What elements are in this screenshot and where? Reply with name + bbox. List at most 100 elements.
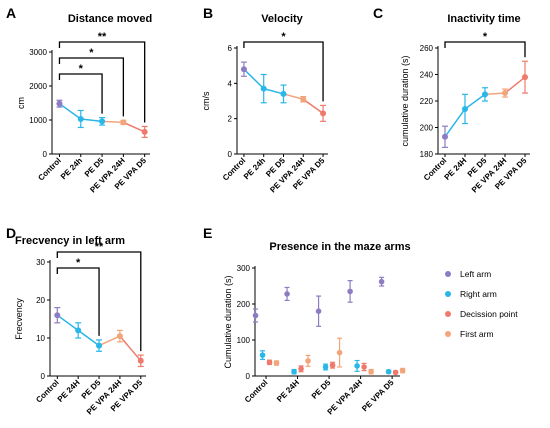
data-point xyxy=(522,74,528,81)
y-tick-label: 180 xyxy=(420,150,434,159)
legend-label: First arm xyxy=(460,329,494,339)
bracket-line xyxy=(56,267,100,336)
data-point xyxy=(361,364,367,370)
y-tick-label: 10 xyxy=(36,334,45,343)
y-tick-label: 0 xyxy=(246,372,251,381)
chart-title: Frecvency in left arm xyxy=(15,235,125,247)
significance-bracket: * xyxy=(56,257,100,336)
data-point xyxy=(399,367,406,374)
y-tick-label: 240 xyxy=(420,71,434,80)
y-tick-label: 300 xyxy=(237,264,251,273)
series-line-segment xyxy=(263,87,284,95)
chart-title: Distance moved xyxy=(68,13,152,25)
data-point xyxy=(259,352,266,358)
significance-bracket: * xyxy=(243,31,324,102)
data-point xyxy=(322,364,329,370)
y-tick-label: 0 xyxy=(41,372,46,381)
data-point xyxy=(284,291,290,297)
x-tick-label: PE 24h xyxy=(242,156,267,181)
significance-bracket: * xyxy=(58,47,125,117)
series-line-segment xyxy=(123,121,145,133)
series-line-segment xyxy=(464,93,486,110)
legend-label: Left arm xyxy=(460,269,491,279)
legend-label: Decission point xyxy=(460,309,518,319)
x-tick-label: Control xyxy=(36,156,62,182)
y-tick-label: 100 xyxy=(237,336,251,345)
y-tick-label: 30 xyxy=(36,258,45,267)
y-tick-label: 6 xyxy=(228,44,233,53)
bracket-line xyxy=(243,41,324,102)
y-tick-label: 2000 xyxy=(29,82,47,91)
data-point xyxy=(96,342,103,349)
series-line-segment xyxy=(80,118,103,123)
data-point xyxy=(99,118,106,125)
data-point xyxy=(260,85,267,92)
significance-label: * xyxy=(89,47,94,59)
data-point xyxy=(280,90,287,97)
significance-bracket: * xyxy=(444,31,526,58)
bracket-line xyxy=(58,41,146,123)
data-point xyxy=(482,91,488,98)
legend-marker xyxy=(445,311,451,317)
x-tick-label: Control xyxy=(34,378,60,404)
y-tick-label: 200 xyxy=(237,300,251,309)
data-point xyxy=(300,96,307,103)
y-tick-label: 260 xyxy=(420,44,434,53)
panel-label-b: B xyxy=(203,5,213,21)
data-point xyxy=(354,363,360,369)
series-line-segment xyxy=(56,314,79,332)
data-point xyxy=(266,359,273,366)
data-point xyxy=(54,312,61,319)
series-line-segment xyxy=(283,93,304,100)
legend-marker xyxy=(445,291,451,297)
data-point xyxy=(336,349,343,356)
y-tick-label: 200 xyxy=(420,124,434,133)
data-point xyxy=(291,368,297,375)
data-point xyxy=(329,362,336,369)
data-point xyxy=(298,366,304,372)
x-tick-label: PE 24h xyxy=(59,156,84,181)
data-point xyxy=(56,100,63,107)
y-tick-label: 3000 xyxy=(29,48,47,57)
data-point xyxy=(368,368,374,375)
bracket-line xyxy=(444,41,526,58)
x-tick-label: PE VPA D5 xyxy=(360,378,396,414)
significance-label: * xyxy=(281,31,286,43)
series-line-segment xyxy=(119,335,142,362)
data-point xyxy=(385,368,392,375)
data-point xyxy=(392,369,399,376)
series-line-segment xyxy=(484,92,506,96)
significance-label: ** xyxy=(95,241,104,253)
chart-d: Frecvency in left arm 0 10 20 30 Frecvency Con… xyxy=(14,235,146,416)
y-tick-label: 0 xyxy=(228,150,233,159)
y-axis-label: Cumulative duration (s) xyxy=(223,275,233,368)
significance-bracket: ** xyxy=(56,241,142,352)
bracket-line xyxy=(58,73,103,114)
series-line-segment xyxy=(504,76,526,94)
significance-label: * xyxy=(76,257,81,269)
significance-label: * xyxy=(79,63,84,75)
significance-label: * xyxy=(483,31,488,43)
series-line-segment xyxy=(302,98,324,114)
y-axis-label: Frecvency xyxy=(14,298,24,340)
data-point xyxy=(116,333,123,340)
legend-marker xyxy=(445,331,451,337)
series-line-segment xyxy=(98,335,121,347)
chart-c: Inactivity time 180 200 220 240 260 cumulative… xyxy=(400,13,530,194)
data-point xyxy=(273,360,280,366)
data-point xyxy=(120,119,127,126)
series-line-segment xyxy=(243,68,265,90)
bracket-line xyxy=(56,251,142,352)
legend: Left arm Right arm Decission point First ar… xyxy=(445,269,518,339)
y-tick-label: 4 xyxy=(228,79,233,88)
panel-label-d: D xyxy=(6,225,16,241)
panel-label-c: C xyxy=(373,5,383,21)
panel-label-a: A xyxy=(6,5,16,21)
data-point xyxy=(75,327,82,334)
x-tick-label: PE 24H xyxy=(275,378,301,404)
y-tick-label: 2 xyxy=(228,115,233,124)
data-point xyxy=(502,90,508,97)
y-tick-label: 20 xyxy=(36,296,45,305)
y-axis-label: cm/s xyxy=(201,91,211,110)
